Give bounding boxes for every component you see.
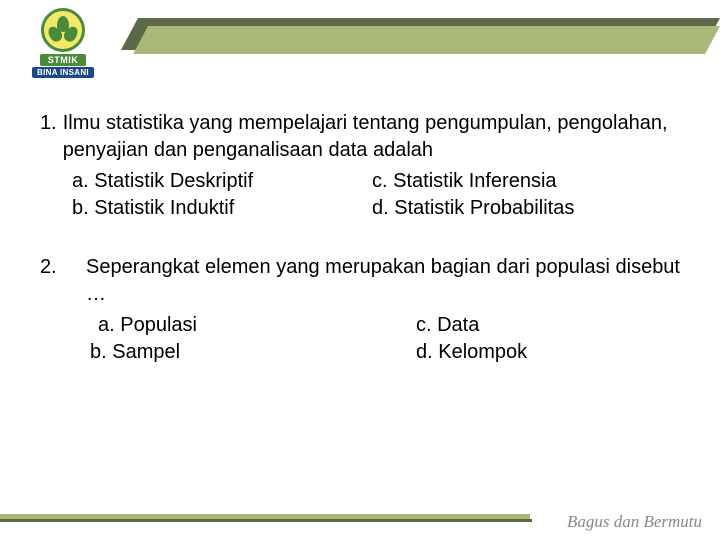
q1-number: 1. xyxy=(40,110,63,164)
question-1: 1. Ilmu statistika yang mempelajari tent… xyxy=(40,110,680,222)
footer-bar-dark xyxy=(0,519,532,522)
q1-option-a: a. Statistik Deskriptif xyxy=(72,168,372,195)
question-2: 2. Seperangkat elemen yang merupakan bag… xyxy=(40,254,680,366)
q2-option-b: b. Sampel xyxy=(86,339,416,366)
header: STMIK BINA INSANI xyxy=(0,0,720,90)
q1-option-d: d. Statistik Probabilitas xyxy=(372,195,680,222)
q2-options: a. Populasi c. Data b. Sampel d. Kelompo… xyxy=(86,312,680,366)
logo-circle xyxy=(41,8,85,52)
q1-options: a. Statistik Deskriptif c. Statistik Inf… xyxy=(40,168,680,222)
footer: Bagus dan Bermutu xyxy=(0,500,720,540)
q2-option-d: d. Kelompok xyxy=(416,339,680,366)
logo-text-line1: STMIK xyxy=(40,54,87,66)
q1-option-b: b. Statistik Induktif xyxy=(72,195,372,222)
q2-option-a: a. Populasi xyxy=(86,312,416,339)
q1-option-c: c. Statistik Inferensia xyxy=(372,168,680,195)
logo: STMIK BINA INSANI xyxy=(18,8,108,83)
logo-text-line2: BINA INSANI xyxy=(32,67,94,78)
footer-tagline: Bagus dan Bermutu xyxy=(567,512,702,532)
q2-number: 2. xyxy=(40,254,86,366)
content: 1. Ilmu statistika yang mempelajari tent… xyxy=(0,90,720,366)
q2-option-c: c. Data xyxy=(416,312,680,339)
q2-prompt: Seperangkat elemen yang merupakan bagian… xyxy=(86,254,680,308)
header-banner xyxy=(130,18,720,56)
q1-prompt: Ilmu statistika yang mempelajari tentang… xyxy=(63,110,680,164)
